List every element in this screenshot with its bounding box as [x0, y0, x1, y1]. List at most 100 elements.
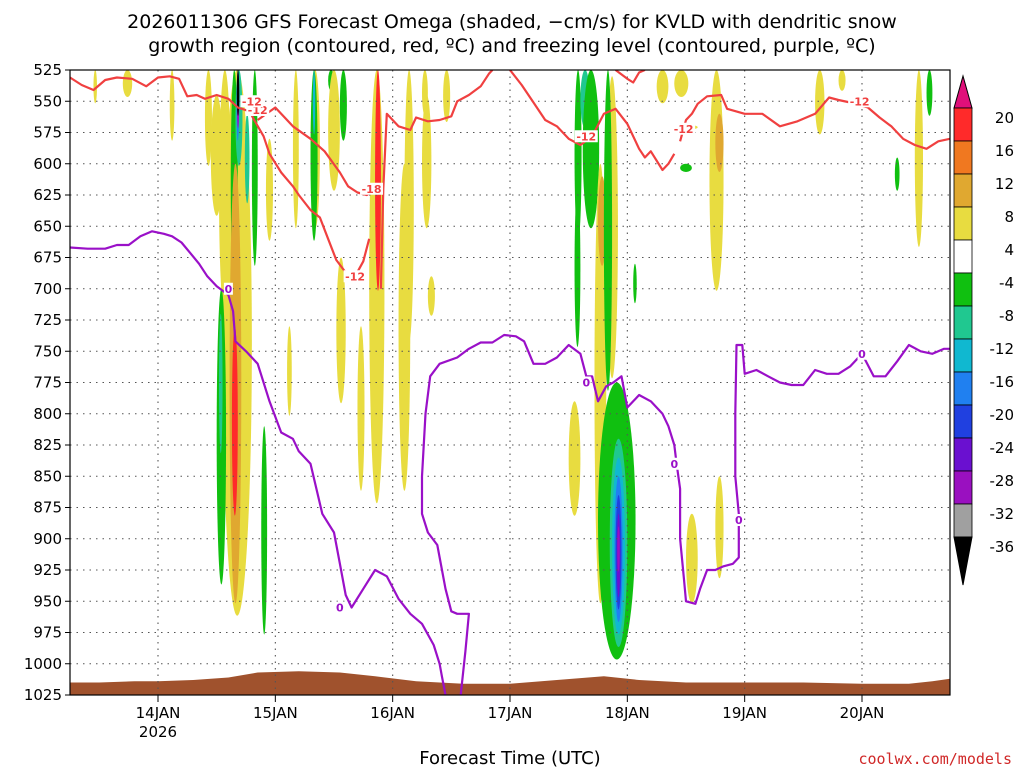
omega-region-28 — [336, 257, 346, 404]
contour-label-bg — [240, 95, 264, 108]
contour-dgz-3 — [509, 70, 676, 172]
omega-region-35 — [422, 95, 432, 229]
y-tick-label-525: 525 — [33, 61, 62, 79]
y-tick-label-550: 550 — [33, 92, 62, 110]
x-tick-label-16: 16JAN — [370, 704, 415, 722]
omega-region-19 — [265, 138, 273, 241]
colorbar-top-arrow — [953, 74, 973, 109]
omega-region-13 — [231, 326, 238, 516]
colorbar-label-8: -16 — [990, 373, 1015, 391]
colorbar-swatch-6 — [953, 305, 973, 340]
contour-dgz-0 — [70, 75, 371, 278]
contour-label-9: 0 — [581, 376, 591, 390]
contour-label-5: -12 — [672, 122, 696, 136]
omega-region-21 — [292, 70, 299, 229]
omega-region-40 — [568, 401, 581, 516]
colorbar-swatch-10 — [953, 437, 973, 472]
omega-region-1 — [122, 70, 133, 97]
omega-region-27 — [339, 70, 347, 141]
y-tick-label-825: 825 — [33, 436, 62, 454]
colorbar-swatch-7 — [953, 338, 973, 373]
colorbar-swatch-4 — [953, 239, 973, 274]
omega-region-31 — [375, 70, 381, 291]
contour-dgz-1 — [379, 70, 494, 289]
colorbar-swatch-2 — [953, 173, 973, 208]
contour-label-4: -12 — [574, 130, 598, 143]
contour-label-text: -12 — [242, 95, 262, 108]
contour-dgz-5 — [679, 93, 950, 150]
x-tick-label-18: 18JAN — [605, 704, 650, 722]
gridlines — [70, 70, 950, 695]
contour-label-text: -12 — [850, 95, 870, 108]
x-tick-sublabel: 2026 — [139, 723, 177, 741]
omega-region-33 — [398, 163, 411, 491]
omega-region-55 — [656, 70, 669, 104]
omega-region-47 — [633, 263, 637, 304]
contour-label-bg — [857, 347, 867, 360]
contour-label-bg — [669, 457, 679, 470]
contour-label-text: 0 — [582, 377, 590, 390]
y-tick-label-700: 700 — [33, 280, 62, 298]
omega-region-64 — [838, 70, 846, 91]
y-tick-label-650: 650 — [33, 217, 62, 235]
omega-region-11 — [244, 113, 250, 204]
colorbar-label-10: -24 — [990, 439, 1015, 457]
chart-title-line-2: growth region (contoured, red, ºC) and f… — [148, 35, 875, 57]
colorbar-label-13: -36 — [990, 538, 1015, 556]
y-tick-label-800: 800 — [33, 405, 62, 423]
colorbar-bottom-arrow — [953, 536, 973, 586]
omega-region-63 — [815, 70, 825, 135]
contours — [70, 70, 950, 695]
omega-region-42 — [582, 70, 600, 229]
terrain — [70, 671, 950, 695]
contour-label-8: 0 — [335, 601, 345, 615]
contour-label-text: 0 — [336, 602, 344, 615]
colorbar-label-2: 12 — [995, 175, 1014, 193]
omega-region-30 — [357, 326, 365, 491]
contour-label-6: -12 — [848, 95, 872, 108]
colorbar-swatch-3 — [953, 206, 973, 241]
colorbar-swatch-12 — [953, 503, 973, 538]
contour-label-text: 0 — [858, 348, 866, 361]
contour-label-bg — [848, 95, 872, 108]
chart-title-line-1: 2026011306 GFS Forecast Omega (shaded, −… — [127, 11, 897, 33]
x-tick-label-17: 17JAN — [488, 704, 533, 722]
x-tick-label-20: 20JAN — [840, 704, 885, 722]
contour-label-text: -12 — [576, 130, 596, 143]
y-tick-label-925: 925 — [33, 561, 62, 579]
contour-label-bg — [574, 130, 598, 143]
y-tick-label-625: 625 — [33, 186, 62, 204]
omega-region-57 — [680, 163, 692, 172]
contour-label-1: -12 — [240, 95, 264, 108]
omega-region-65 — [894, 157, 900, 191]
contour-label-bg — [672, 122, 696, 135]
omega-region-26 — [328, 70, 340, 191]
colorbar-label-1: 16 — [995, 142, 1014, 160]
contour-frz-7 — [420, 333, 950, 695]
colorbar-label-6: -8 — [999, 307, 1014, 325]
site-credit[interactable]: coolwx.com/models — [858, 750, 1012, 768]
y-tick-label-600: 600 — [33, 155, 62, 173]
contour-label-3: -12 — [343, 270, 367, 283]
omega-shading — [93, 70, 933, 660]
omega-region-18 — [261, 426, 268, 635]
contour-label-bg — [335, 601, 345, 614]
omega-region-66 — [914, 70, 924, 247]
colorbar-swatch-9 — [953, 404, 973, 439]
contour-label-12: 0 — [857, 347, 867, 361]
colorbar-label-3: 8 — [1004, 208, 1014, 226]
omega-region-62 — [715, 476, 724, 579]
y-tick-label-750: 750 — [33, 342, 62, 360]
omega-region-56 — [674, 70, 689, 97]
omega-region-37 — [443, 70, 451, 122]
colorbar-swatch-11 — [953, 470, 973, 505]
colorbar-label-5: -4 — [999, 274, 1014, 292]
y-tick-label-1025: 1025 — [24, 686, 62, 704]
omega-region-0 — [93, 70, 97, 104]
colorbar-label-0: 20 — [995, 109, 1014, 127]
y-tick-label-1000: 1000 — [24, 655, 62, 673]
colorbar-swatch-8 — [953, 371, 973, 406]
contour-label-text: -18 — [362, 183, 382, 196]
